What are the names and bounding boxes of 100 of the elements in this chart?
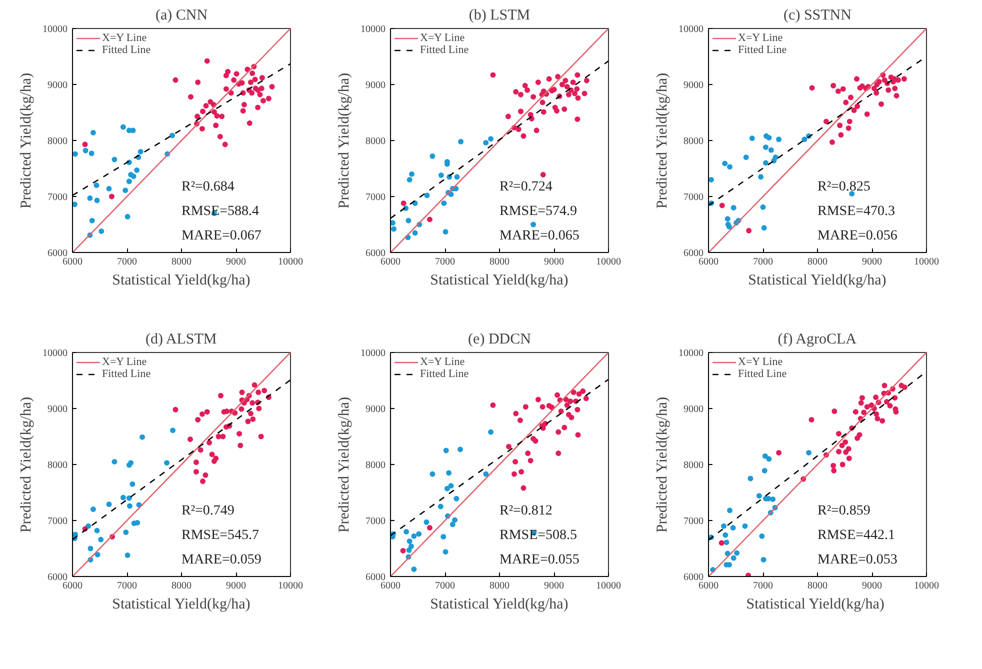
y-tick-label: 7000: [48, 192, 68, 203]
legend-label: X=Y Line: [420, 356, 465, 368]
chart-title: (f) AgroCLA: [778, 332, 857, 348]
x-tick-label: 7000: [753, 256, 773, 268]
x-tick-label: 6000: [698, 580, 718, 592]
x-tick-label: 6000: [698, 256, 718, 268]
y-tick-label: 10000: [678, 348, 704, 359]
annotation: RMSE=574.9: [500, 204, 578, 219]
legend-label: Fitted Line: [420, 368, 469, 380]
y-axis-title: Predicted Yield(kg/ha): [336, 396, 352, 533]
x-tick-label: 10000: [596, 256, 621, 268]
x-tick-label: 8000: [490, 256, 510, 268]
y-tick-label: 8000: [48, 460, 68, 471]
x-tick-label: 6000: [62, 256, 82, 268]
x-tick-label: 6000: [380, 580, 400, 592]
y-tick-label: 7000: [684, 192, 704, 203]
annotation: RMSE=545.7: [182, 528, 260, 543]
y-tick-label: 8000: [684, 136, 704, 147]
y-tick-label: 10000: [42, 348, 68, 359]
x-tick-label: 8000: [172, 580, 192, 592]
chart-title: (c) SSTNN: [784, 8, 852, 24]
annotation: RMSE=588.4: [182, 204, 260, 219]
annotation: R²=0.749: [182, 503, 234, 518]
annotation: RMSE=508.5: [500, 528, 578, 543]
x-tick-label: 8000: [808, 580, 828, 592]
x-tick-label: 10000: [914, 580, 939, 592]
y-tick-label: 6000: [48, 572, 68, 583]
y-tick-label: 9000: [48, 404, 68, 415]
y-tick-label: 6000: [48, 248, 68, 259]
y-tick-label: 6000: [366, 248, 386, 259]
x-tick-label: 9000: [544, 256, 564, 268]
legend-label: X=Y Line: [102, 32, 147, 44]
x-tick-label: 8000: [490, 580, 510, 592]
y-axis-title: Predicted Yield(kg/ha): [336, 72, 352, 209]
annotation: R²=0.724: [500, 179, 552, 194]
y-tick-label: 8000: [366, 136, 386, 147]
legend-label: Fitted Line: [102, 368, 151, 380]
legend-label: X=Y Line: [738, 356, 783, 368]
x-tick-label: 10000: [278, 256, 303, 268]
chart-title: (d) ALSTM: [145, 332, 217, 348]
annotation: MARE=0.055: [500, 552, 580, 568]
annotation: R²=0.812: [500, 503, 552, 518]
y-tick-label: 9000: [366, 404, 386, 415]
y-axis-title: Predicted Yield(kg/ha): [654, 396, 670, 533]
legend-label: Fitted Line: [738, 368, 787, 380]
x-axis-title: Statistical Yield(kg/ha): [748, 272, 886, 288]
x-tick-label: 9000: [544, 580, 564, 592]
y-tick-label: 9000: [366, 80, 386, 91]
annotation: MARE=0.065: [500, 228, 580, 244]
y-tick-label: 9000: [48, 80, 68, 91]
y-tick-label: 10000: [678, 24, 704, 35]
y-tick-label: 8000: [684, 460, 704, 471]
x-tick-label: 7000: [117, 580, 137, 592]
x-tick-label: 7000: [435, 580, 455, 592]
y-axis-title: Predicted Yield(kg/ha): [18, 396, 34, 533]
x-tick-label: 10000: [914, 256, 939, 268]
legend-label: Fitted Line: [102, 44, 151, 56]
annotation: MARE=0.059: [182, 552, 262, 568]
y-tick-label: 6000: [684, 248, 704, 259]
annotation: RMSE=442.1: [818, 528, 896, 543]
x-tick-label: 7000: [117, 256, 137, 268]
legend-label: X=Y Line: [420, 32, 465, 44]
y-tick-label: 7000: [48, 516, 68, 527]
x-axis-title: Statistical Yield(kg/ha): [112, 272, 250, 288]
y-tick-label: 8000: [366, 460, 386, 471]
chart-title: (b) LSTM: [468, 8, 530, 24]
y-tick-label: 6000: [684, 572, 704, 583]
x-tick-label: 7000: [753, 580, 773, 592]
chart-title: (a) CNN: [155, 8, 208, 24]
legend-label: Fitted Line: [420, 44, 469, 56]
x-axis-title: Statistical Yield(kg/ha): [746, 596, 884, 612]
x-tick-label: 9000: [862, 256, 882, 268]
annotation: R²=0.825: [818, 179, 870, 194]
y-tick-label: 9000: [684, 80, 704, 91]
annotation: MARE=0.067: [182, 228, 262, 244]
x-tick-label: 7000: [435, 256, 455, 268]
y-tick-label: 6000: [366, 572, 386, 583]
x-tick-label: 6000: [380, 256, 400, 268]
y-tick-label: 10000: [360, 24, 386, 35]
y-axis-title: Predicted Yield(kg/ha): [654, 72, 670, 209]
y-tick-label: 9000: [684, 404, 704, 415]
x-tick-label: 9000: [226, 580, 246, 592]
annotation: R²=0.684: [182, 179, 234, 194]
annotation: MARE=0.056: [818, 228, 898, 244]
x-axis-title: Statistical Yield(kg/ha): [430, 596, 568, 612]
annotation: RMSE=470.3: [818, 204, 896, 219]
legend-label: X=Y Line: [738, 32, 783, 44]
legend-label: X=Y Line: [102, 356, 147, 368]
y-tick-label: 10000: [360, 348, 386, 359]
x-tick-label: 8000: [808, 256, 828, 268]
x-tick-label: 9000: [862, 580, 882, 592]
x-axis-title: Statistical Yield(kg/ha): [430, 272, 568, 288]
x-tick-label: 10000: [596, 580, 621, 592]
x-tick-label: 10000: [278, 580, 303, 592]
x-tick-label: 6000: [62, 580, 82, 592]
y-tick-label: 8000: [48, 136, 68, 147]
annotation: MARE=0.053: [818, 552, 898, 568]
y-tick-label: 10000: [42, 24, 68, 35]
x-tick-label: 8000: [172, 256, 192, 268]
annotation: R²=0.859: [818, 503, 870, 518]
